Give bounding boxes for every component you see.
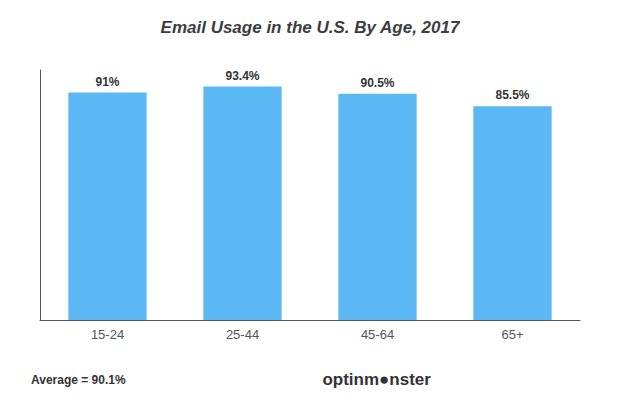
svg-text:15-24: 15-24 <box>91 327 124 342</box>
svg-text:90.5%: 90.5% <box>360 76 394 90</box>
svg-text:25-44: 25-44 <box>226 327 259 342</box>
svg-text:65+: 65+ <box>501 327 523 342</box>
svg-text:Email Usage in the U.S. By Age: Email Usage in the U.S. By Age, 2017 <box>161 18 461 37</box>
svg-text:optinm●nster: optinm●nster <box>322 370 431 389</box>
svg-text:91%: 91% <box>95 75 119 89</box>
svg-text:45-64: 45-64 <box>361 327 394 342</box>
svg-text:93.4%: 93.4% <box>225 69 259 83</box>
svg-text:Average = 90.1%: Average = 90.1% <box>31 373 126 387</box>
svg-text:85.5%: 85.5% <box>495 88 529 102</box>
